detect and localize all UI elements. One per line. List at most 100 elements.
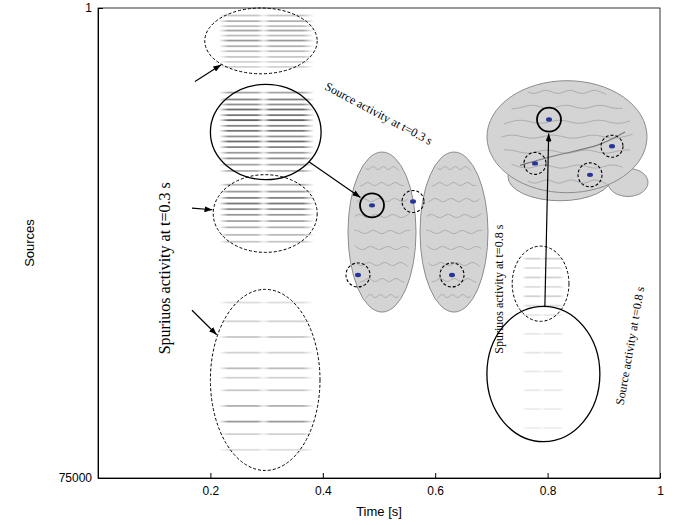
activity-stripe xyxy=(522,333,564,335)
x-tick-label: 0.2 xyxy=(203,484,220,498)
x-tick: 1 xyxy=(657,473,664,498)
x-axis: 0.2 0.4 0.6 0.8 1 xyxy=(99,473,665,498)
x-axis-title: Time [s] xyxy=(356,504,402,519)
region-ellipse xyxy=(213,175,317,253)
x-tick-label: 1 xyxy=(657,484,664,498)
arrow xyxy=(309,162,361,198)
activity-stripe xyxy=(219,220,315,222)
x-tick: 0.8 xyxy=(540,473,557,498)
brain-spot xyxy=(532,161,538,165)
arrow xyxy=(195,65,221,82)
brain-spot xyxy=(355,273,361,277)
activity-stripe xyxy=(219,30,315,32)
brain-spot xyxy=(546,117,552,121)
spurious-circle xyxy=(524,152,546,174)
activity-stripe xyxy=(219,119,315,121)
gyrus xyxy=(512,105,623,109)
sylvian-fissure xyxy=(520,132,625,165)
x-tick-mark xyxy=(323,473,324,478)
source-circle xyxy=(360,193,384,217)
x-axis-line xyxy=(99,478,661,479)
activity-stripe xyxy=(219,136,315,138)
gyrus xyxy=(365,166,398,170)
activity-stripe xyxy=(522,277,564,279)
x-tick-mark xyxy=(548,473,549,478)
annotation-text: Spuriuos activity at t=0.8 s xyxy=(492,224,506,353)
region-ellipse xyxy=(512,246,569,321)
activity-stripe xyxy=(219,114,315,116)
gyrus xyxy=(355,246,410,250)
activity-stripe xyxy=(219,56,315,58)
activity-stripe xyxy=(219,20,315,22)
activity-stripe xyxy=(522,371,564,373)
brain-spot xyxy=(609,144,615,148)
brain-spot xyxy=(369,203,375,207)
gyrus xyxy=(428,262,479,266)
gyrus xyxy=(437,166,470,170)
activity-stripe xyxy=(219,320,315,322)
activity-stripe xyxy=(522,314,564,316)
y-axis: 1 75000 xyxy=(59,1,103,485)
gyrus xyxy=(528,180,607,184)
activity-stripe xyxy=(219,15,315,17)
plot-frame xyxy=(98,8,660,478)
figure: Source activity at t=0.3 sSpuriuos activ… xyxy=(0,0,678,525)
activity-stripe xyxy=(219,197,315,199)
region-ellipse xyxy=(205,8,317,74)
x-tick-label: 0.6 xyxy=(427,484,444,498)
activity-stripe xyxy=(219,234,315,236)
gyrus xyxy=(427,246,482,250)
y-tick-mark xyxy=(98,478,103,479)
source-circle xyxy=(537,108,561,132)
brain-lobe xyxy=(420,152,488,312)
activity-stripe xyxy=(219,99,315,101)
brain-spot xyxy=(587,173,593,177)
activity-stripe xyxy=(219,66,315,68)
y-tick: 1 xyxy=(85,1,103,15)
activity-stripe xyxy=(219,40,315,42)
y-tick-mark xyxy=(98,8,103,9)
activity-stripe xyxy=(522,389,564,391)
activity-stripe xyxy=(219,203,315,205)
gyrus xyxy=(360,278,405,281)
gyrus xyxy=(365,294,398,298)
activity-stripe xyxy=(219,152,315,154)
annotations: Source activity at t=0.3 sSpuriuos activ… xyxy=(156,8,647,470)
activity-stripe xyxy=(219,208,315,210)
activity-stripe xyxy=(219,214,315,216)
gyrus xyxy=(504,120,630,124)
activity-stripe xyxy=(219,125,315,127)
region-ellipse xyxy=(210,84,321,179)
activity-stripe xyxy=(219,241,315,243)
annotation-text: Spuriuos activity at t=0.3 s xyxy=(156,182,174,354)
gyrus xyxy=(432,278,477,281)
activity-stripe xyxy=(219,405,315,407)
spurious-circle xyxy=(346,263,370,287)
region-ellipse xyxy=(487,306,600,441)
activity-stripe xyxy=(219,367,315,369)
y-tick-label: 75000 xyxy=(59,471,93,485)
activity-stripe xyxy=(219,104,315,106)
activity-layer xyxy=(219,15,565,451)
spurious-circle xyxy=(601,135,623,157)
spurious-circle xyxy=(402,191,424,213)
brain-lobe xyxy=(487,81,647,193)
region-ellipse xyxy=(210,289,320,470)
activity-stripe xyxy=(219,389,315,391)
x-tick: 0.2 xyxy=(203,473,220,498)
activity-stripe xyxy=(219,146,315,148)
gyrus xyxy=(354,230,410,233)
y-axis-line xyxy=(98,9,99,479)
activity-stripe xyxy=(219,109,315,111)
activity-stripe xyxy=(219,449,315,451)
brain-spot xyxy=(410,199,416,203)
activity-stripe xyxy=(522,427,564,429)
y-axis-title: Sources xyxy=(22,219,37,267)
y-tick-label: 1 xyxy=(85,1,92,15)
arrow xyxy=(192,310,217,334)
x-tick-label: 0.4 xyxy=(315,484,332,498)
activity-stripe xyxy=(219,164,315,166)
activity-stripe xyxy=(219,25,315,27)
arrow xyxy=(545,134,549,307)
gyrus xyxy=(426,230,482,233)
